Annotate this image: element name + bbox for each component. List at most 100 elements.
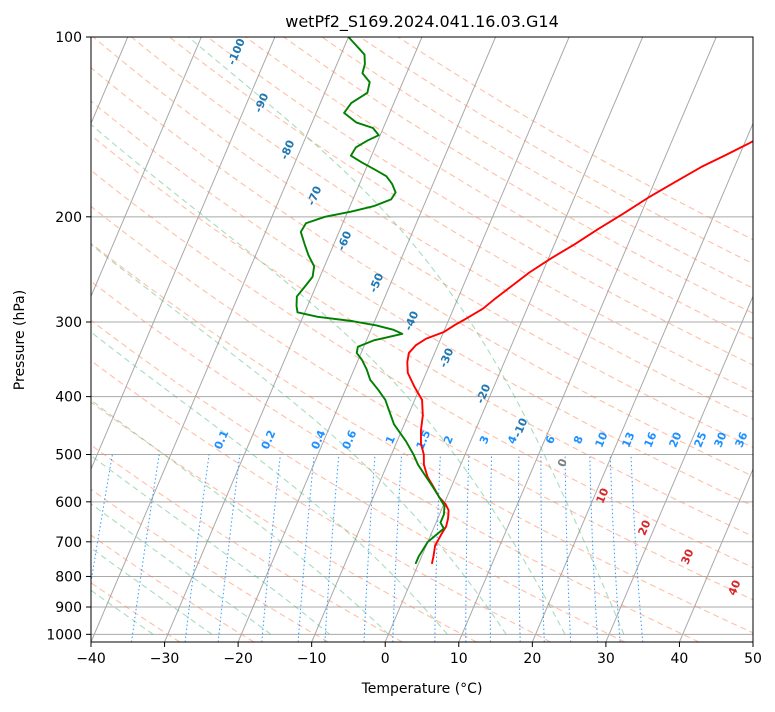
- dry-adiabat-line: [91, 401, 477, 642]
- dry-adiabat-line: [91, 360, 551, 642]
- y-tick-label: 100: [55, 30, 82, 46]
- dry-adiabat-line: [321, 37, 753, 289]
- x-tick-label: 50: [744, 651, 762, 667]
- mixing-ratio-line: [609, 454, 621, 642]
- y-tick-label: 500: [55, 448, 82, 464]
- y-tick-label: 300: [55, 315, 82, 331]
- mixing-ratio-line: [297, 454, 315, 642]
- dry-adiabat-line: [91, 100, 753, 507]
- isotherm-line: [164, 37, 423, 642]
- mixing-ratio-line: [324, 454, 340, 642]
- x-tick-label: 40: [671, 651, 689, 667]
- mixing-ratio-line: [518, 454, 521, 642]
- moist-adiabat-line: [91, 243, 507, 635]
- y-tick-label: 800: [55, 569, 82, 585]
- x-tick-label: −10: [297, 651, 327, 667]
- dry-adiabat-line: [397, 37, 753, 241]
- x-tick-label: −30: [150, 651, 180, 667]
- mixing-ratio-line: [465, 454, 470, 642]
- profile-lines: [295, 37, 753, 565]
- mixing-ratio-label: 0.2: [259, 428, 279, 451]
- y-axis-label: Pressure (hPa): [12, 290, 28, 390]
- mixing-ratio-label: 30: [712, 430, 730, 449]
- mixing-ratio-label: 13: [620, 430, 638, 449]
- dry-adiabat-line: [91, 488, 329, 642]
- isotherm-line: [458, 37, 717, 642]
- dry-adiabat-line: [91, 242, 753, 634]
- mixing-ratio-label: 8: [571, 434, 586, 446]
- moist-adiabat-line: [91, 589, 154, 635]
- y-tick-label: 700: [55, 535, 82, 551]
- dry-adiabat-label: 30: [679, 547, 697, 566]
- chart-title: wetPf2_S169.2024.041.16.03.G14: [285, 12, 559, 32]
- moist-adiabat-line: [91, 454, 330, 635]
- mixing-ratio-label: 3: [477, 434, 492, 446]
- mixing-ratio-line: [392, 454, 403, 642]
- mixing-ratio-label: 1.5: [414, 428, 434, 451]
- dry-adiabat-label: 10: [594, 486, 612, 505]
- isotherm-label: -20: [474, 382, 494, 406]
- isotherm-line: [91, 37, 276, 471]
- mixing-ratio-line: [91, 454, 113, 586]
- isotherm-line: [531, 122, 753, 642]
- dry-adiabat-line: [169, 37, 753, 393]
- y-tick-label: 1000: [46, 627, 82, 643]
- mixing-ratio-line: [564, 454, 572, 642]
- dry-adiabat-line: [91, 280, 700, 642]
- mixing-ratio-label: 0.1: [212, 428, 232, 451]
- isotherm-line: [752, 640, 753, 642]
- mixing-ratio-line: [540, 454, 545, 642]
- isotherm-label: -80: [278, 138, 298, 162]
- mixing-ratio-line: [131, 454, 160, 642]
- isotherm-label: -30: [437, 346, 457, 370]
- y-tick-label: 900: [55, 600, 82, 616]
- axes: −40 −30 −20 −10 0 10 20 30 40 5010009008007006005…: [46, 30, 762, 667]
- dry-adiabat-line: [91, 66, 753, 477]
- dry-adiabat-line: [91, 444, 403, 642]
- isotherm-line: [237, 37, 497, 642]
- mixing-ratio-label: 2: [441, 434, 456, 446]
- dry-adiabat-line: [359, 37, 753, 265]
- dry-adiabat-line: [207, 37, 753, 366]
- isotherm-line: [678, 467, 753, 642]
- dry-adiabat-line: [91, 319, 626, 642]
- mixing-ratio-line: [434, 454, 441, 642]
- mixing-ratio-label: 16: [642, 430, 660, 449]
- x-tick-label: −40: [76, 651, 106, 667]
- moist-adiabat-line: [187, 37, 625, 635]
- dry-adiabat-line: [131, 37, 753, 420]
- x-axis-label: Temperature (°C): [361, 681, 483, 697]
- moist-adiabat-line: [91, 547, 213, 635]
- isotherm-line: [311, 37, 570, 642]
- isotherm-label: -70: [305, 184, 325, 208]
- moist-adiabat-line: [91, 123, 566, 635]
- mixing-ratio-line: [589, 454, 599, 642]
- mixing-ratio-line: [184, 454, 210, 642]
- x-tick-label: 30: [597, 651, 615, 667]
- mixing-ratio-line: [363, 454, 376, 642]
- isotherm-label: -10: [511, 416, 531, 440]
- dry-adiabat-label: 40: [726, 578, 744, 597]
- isotherm-label: -100: [225, 36, 248, 67]
- mixing-ratio-label: 1: [383, 434, 398, 446]
- isotherm-label: -60: [335, 229, 355, 253]
- x-tick-label: 20: [523, 651, 541, 667]
- x-tick-label: 0: [381, 651, 390, 667]
- mixing-ratio-label: 25: [692, 430, 710, 449]
- mixing-ratio-label: 10: [593, 430, 611, 449]
- freezing-level-label: 0: [555, 456, 570, 468]
- x-tick-label: −20: [223, 651, 253, 667]
- mixing-ratio-label: 0.4: [309, 428, 329, 451]
- isotherm-label: -50: [367, 271, 387, 295]
- dry-adiabat-label: 20: [636, 518, 654, 537]
- plot-frame: [90, 36, 754, 643]
- y-tick-label: 400: [55, 390, 82, 406]
- mixing-ratio-line: [630, 454, 644, 642]
- mixing-ratio-line: [217, 454, 241, 642]
- mixing-ratio-line: [261, 454, 281, 642]
- moist-adiabat-line: [91, 503, 272, 635]
- mixing-ratio-line: [489, 454, 493, 642]
- mixing-ratio-label: 0.6: [340, 428, 360, 451]
